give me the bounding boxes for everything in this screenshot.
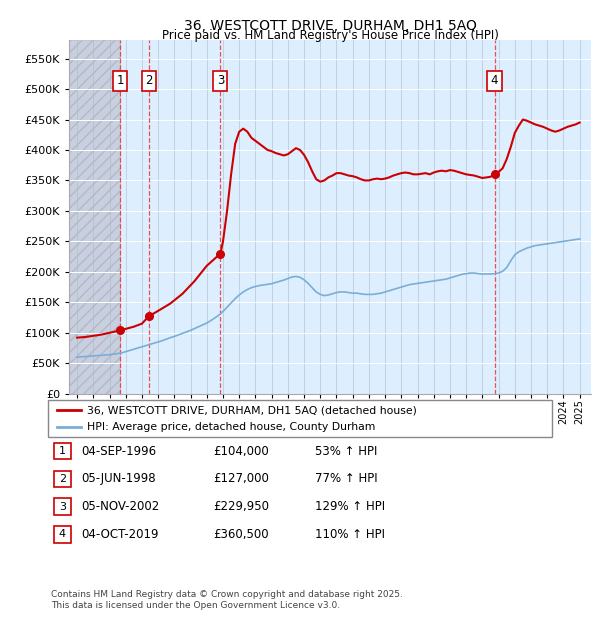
Text: 36, WESTCOTT DRIVE, DURHAM, DH1 5AQ: 36, WESTCOTT DRIVE, DURHAM, DH1 5AQ — [184, 19, 476, 33]
Text: 4: 4 — [59, 529, 66, 539]
Text: £229,950: £229,950 — [213, 500, 269, 513]
Text: 04-OCT-2019: 04-OCT-2019 — [81, 528, 158, 541]
Text: 77% ↑ HPI: 77% ↑ HPI — [315, 472, 377, 485]
Text: 3: 3 — [217, 74, 224, 87]
Text: HPI: Average price, detached house, County Durham: HPI: Average price, detached house, Coun… — [87, 422, 376, 432]
Bar — [69, 40, 121, 394]
Text: 05-NOV-2002: 05-NOV-2002 — [81, 500, 159, 513]
Text: 2: 2 — [145, 74, 152, 87]
Text: 110% ↑ HPI: 110% ↑ HPI — [315, 528, 385, 541]
Text: Contains HM Land Registry data © Crown copyright and database right 2025.
This d: Contains HM Land Registry data © Crown c… — [51, 590, 403, 609]
Text: 04-SEP-1996: 04-SEP-1996 — [81, 445, 156, 458]
Text: 05-JUN-1998: 05-JUN-1998 — [81, 472, 155, 485]
Text: 129% ↑ HPI: 129% ↑ HPI — [315, 500, 385, 513]
Text: £127,000: £127,000 — [213, 472, 269, 485]
Text: 53% ↑ HPI: 53% ↑ HPI — [315, 445, 377, 458]
Text: 1: 1 — [59, 446, 66, 456]
Text: 4: 4 — [491, 74, 498, 87]
Text: £104,000: £104,000 — [213, 445, 269, 458]
Text: £360,500: £360,500 — [213, 528, 269, 541]
Text: Price paid vs. HM Land Registry's House Price Index (HPI): Price paid vs. HM Land Registry's House … — [161, 30, 499, 42]
Text: 2: 2 — [59, 474, 66, 484]
Text: 36, WESTCOTT DRIVE, DURHAM, DH1 5AQ (detached house): 36, WESTCOTT DRIVE, DURHAM, DH1 5AQ (det… — [87, 405, 417, 415]
Text: 3: 3 — [59, 502, 66, 512]
Text: 1: 1 — [116, 74, 124, 87]
